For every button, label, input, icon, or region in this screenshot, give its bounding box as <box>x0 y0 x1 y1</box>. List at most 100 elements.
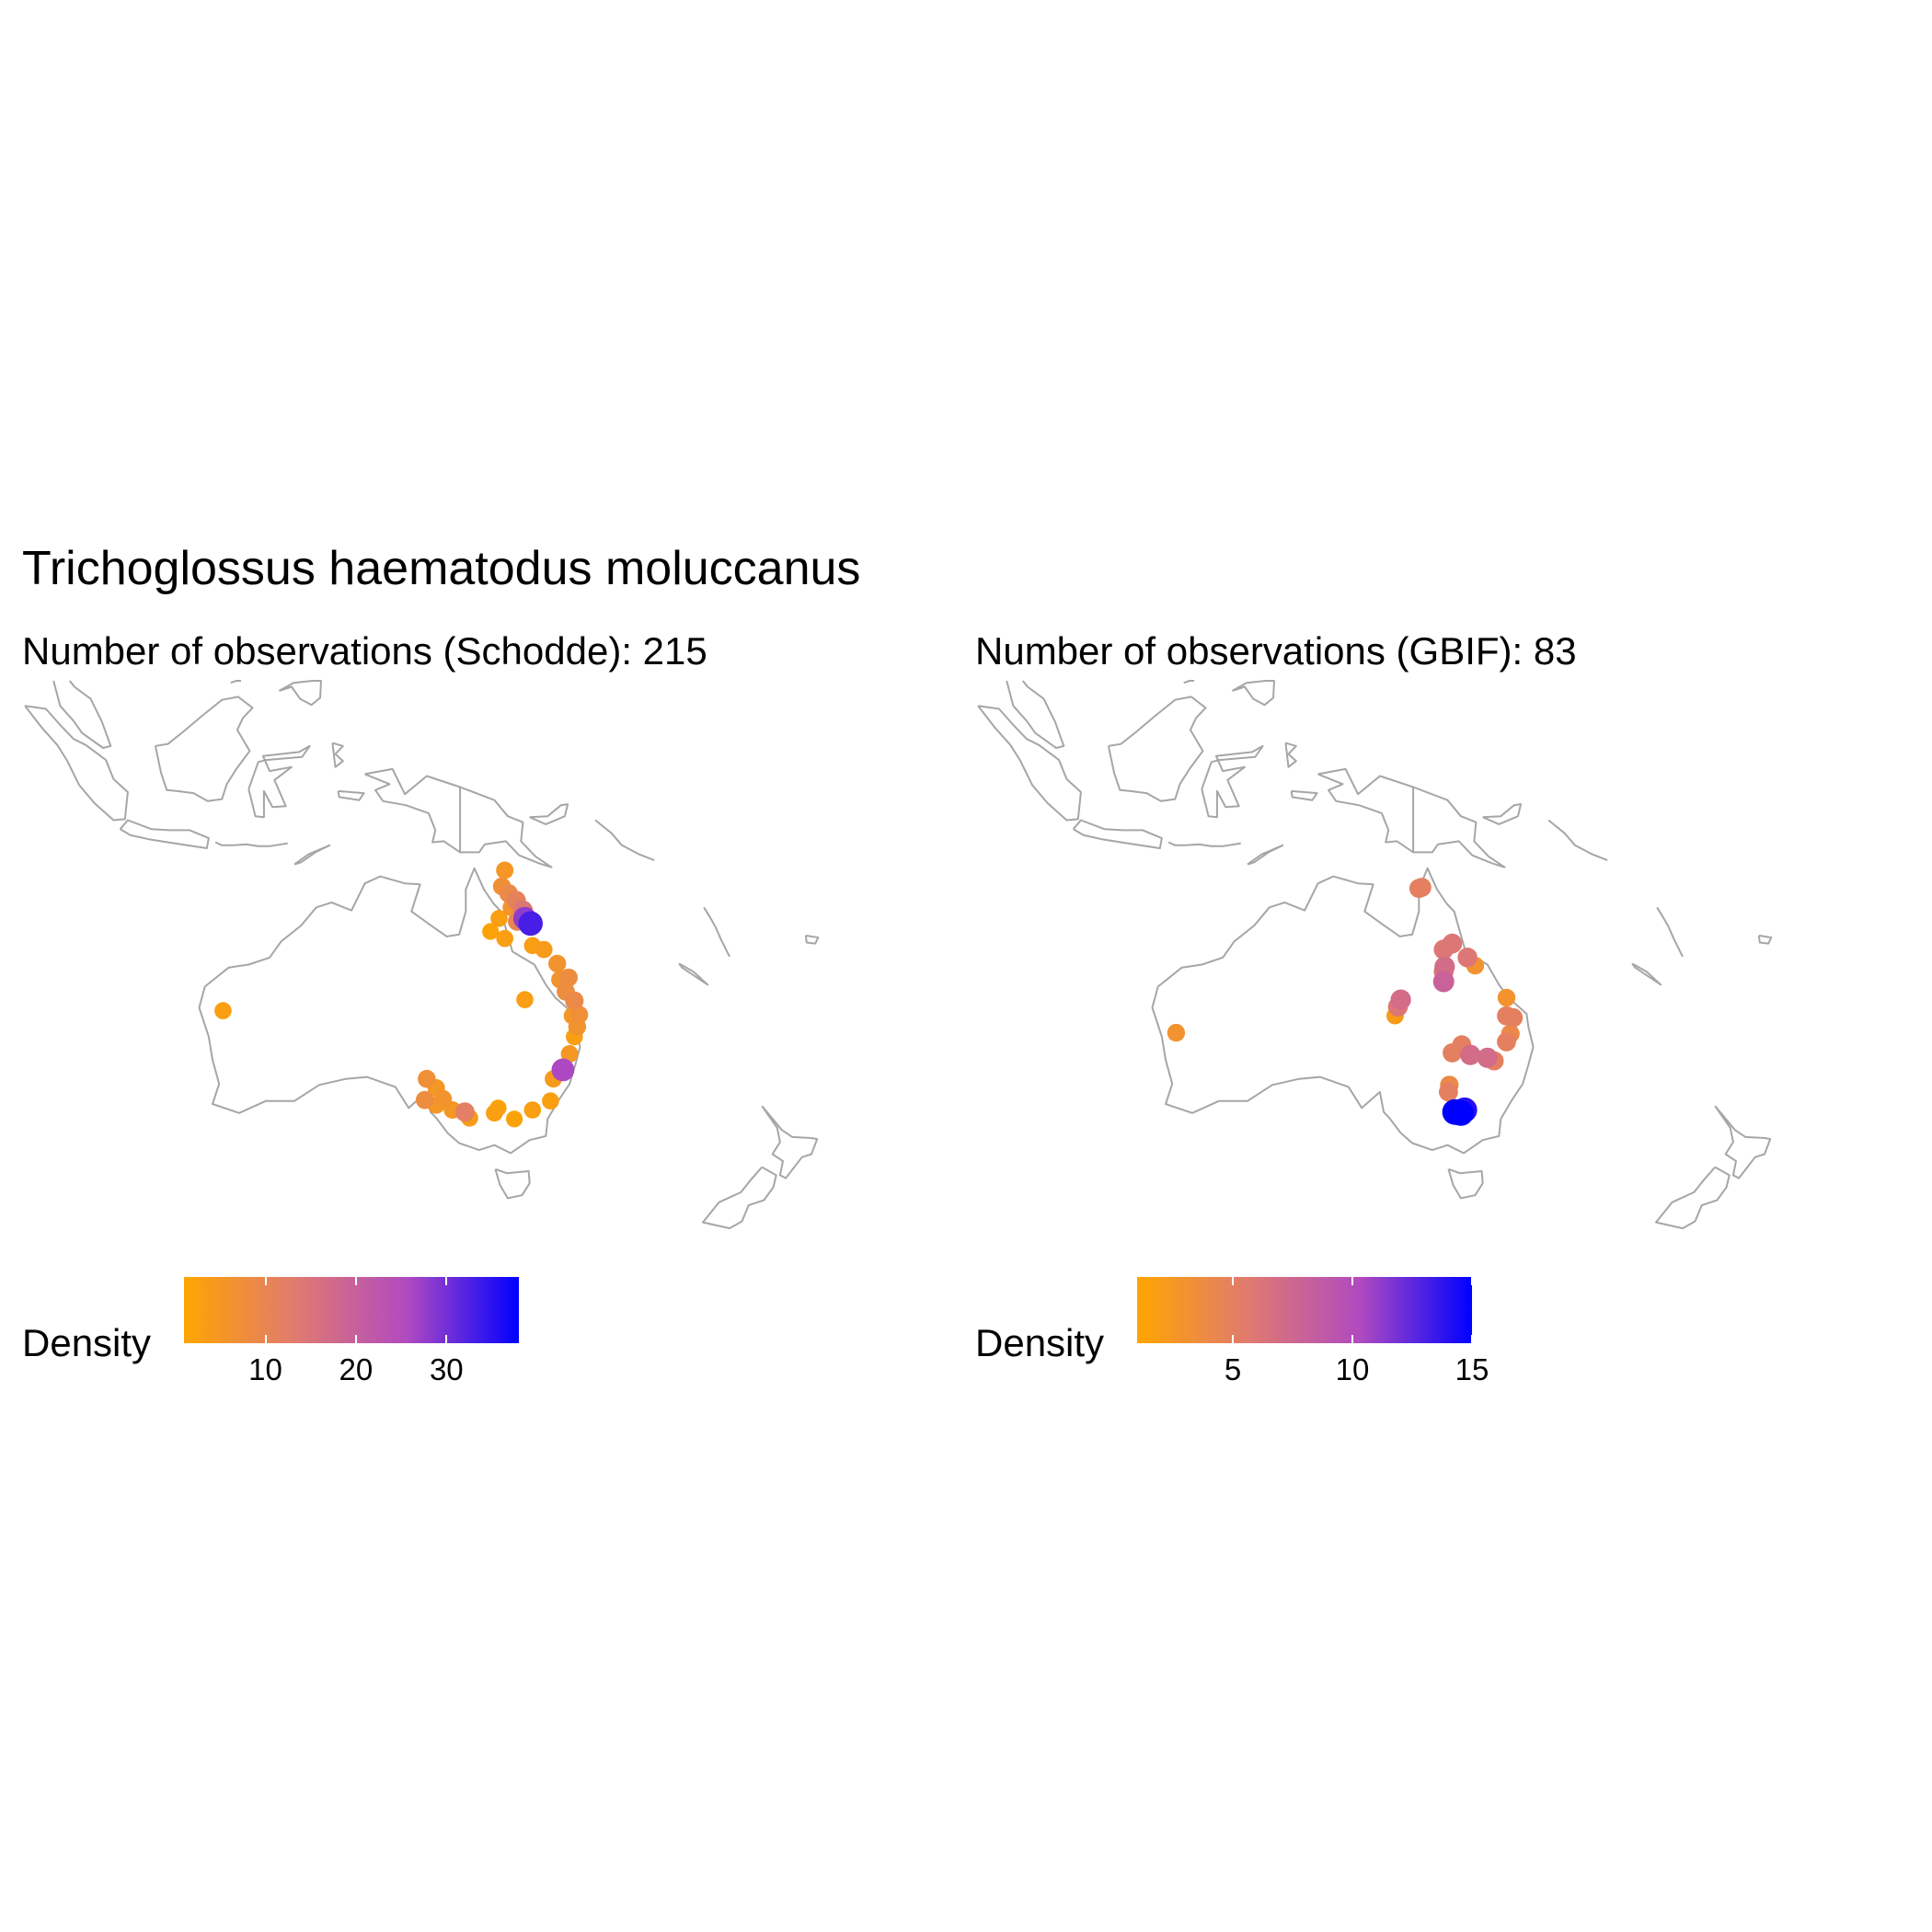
legend-tick-label: 30 <box>429 1352 464 1386</box>
coastline <box>977 705 1082 822</box>
coastline <box>1072 819 1163 849</box>
coastline <box>119 819 210 849</box>
coastline <box>364 767 553 868</box>
observation-point <box>569 1006 589 1024</box>
legend-tick-mark <box>354 1335 357 1343</box>
coastlines <box>24 680 820 1230</box>
coastline <box>804 934 820 945</box>
coastline <box>529 803 569 825</box>
legend-title: Density <box>22 1321 152 1364</box>
observation-point <box>1390 989 1411 1010</box>
legend-tick-label: 5 <box>1224 1352 1242 1386</box>
coastline <box>1006 680 1065 749</box>
coastlines <box>977 680 1773 1230</box>
coastline <box>1447 1167 1484 1200</box>
observation-point <box>482 923 500 940</box>
legend-tick-label: 10 <box>1335 1352 1370 1386</box>
observation-point <box>490 910 508 927</box>
observation-point <box>454 1102 475 1122</box>
panel-subtitle: Number of observations (GBIF): 83 <box>975 629 1577 673</box>
figure-title: Trichoglossus haematodus moluccanus <box>22 542 861 595</box>
observation-point <box>518 911 543 937</box>
observation-point <box>565 991 584 1010</box>
observation-point <box>496 929 513 948</box>
coastline <box>1284 742 1297 768</box>
observation-point <box>1412 878 1432 897</box>
observation-point <box>1503 1007 1524 1028</box>
map-panel-gbif: Number of observations (GBIF): 83 Densit… <box>975 626 1858 1398</box>
observation-point <box>1457 948 1478 968</box>
coastline <box>1655 1166 1731 1230</box>
density-legend: Density 5 10 15 <box>975 1277 1803 1387</box>
legend-tick-mark <box>264 1277 267 1285</box>
legend-tick-label: 15 <box>1455 1352 1489 1386</box>
observation-point <box>433 1089 453 1109</box>
observation-point <box>1460 1044 1481 1065</box>
observation-point <box>523 1101 542 1119</box>
coastline <box>230 680 241 684</box>
coastline <box>1201 744 1264 819</box>
observation-point <box>1432 971 1455 993</box>
coastline <box>702 1166 777 1230</box>
observation-point <box>1442 933 1463 954</box>
observation-point <box>1434 956 1455 977</box>
observation-point <box>551 1058 575 1082</box>
coastline <box>761 1105 819 1179</box>
coastline <box>24 705 129 822</box>
legend-tick-mark <box>1471 1277 1473 1285</box>
legend-tick-mark <box>1232 1335 1234 1343</box>
coastline <box>1151 867 1535 1155</box>
coastline <box>214 841 288 847</box>
observation-point <box>214 1002 232 1019</box>
observation-point <box>516 991 534 1008</box>
coastline <box>154 696 254 802</box>
coastline <box>337 789 365 801</box>
observation-point <box>1497 988 1516 1007</box>
legend-tick-mark <box>1351 1335 1353 1343</box>
legend-tick-mark <box>264 1335 267 1343</box>
observation-point <box>506 1110 523 1128</box>
legend-tick-mark <box>1471 1335 1473 1343</box>
legend-tick-mark <box>445 1277 448 1285</box>
observation-point <box>542 1092 559 1110</box>
legend-tick-mark <box>354 1277 357 1285</box>
observation-point <box>496 861 514 880</box>
observation-point <box>548 954 567 973</box>
observation-point <box>1443 1043 1462 1063</box>
coastline <box>494 1167 531 1200</box>
coastline <box>1656 906 1684 958</box>
legend-tick-mark <box>1351 1277 1353 1285</box>
coastline <box>1183 680 1194 684</box>
observation-point <box>1497 1032 1516 1052</box>
observation-point <box>1447 1099 1474 1126</box>
distribution-map <box>24 680 820 1230</box>
coastline <box>52 680 112 749</box>
legend-title: Density <box>975 1321 1105 1364</box>
observation-point <box>1477 1047 1498 1068</box>
legend-tick-mark <box>1232 1277 1234 1285</box>
coastline <box>1547 819 1608 862</box>
observation-point <box>535 940 553 959</box>
coastline <box>1317 767 1506 868</box>
coastline <box>278 680 322 707</box>
legend-tick-label: 20 <box>339 1352 374 1386</box>
map-panel-schodde: Number of observations (Schodde): 215 De… <box>22 626 905 1398</box>
coastline <box>1714 1105 1772 1179</box>
observation-point <box>418 1069 436 1088</box>
coastline <box>594 819 655 862</box>
coastline <box>1247 844 1284 866</box>
coastline <box>1482 803 1523 825</box>
coastline <box>1757 934 1773 945</box>
coastline <box>331 742 344 768</box>
coastline <box>1167 841 1241 847</box>
coastline <box>247 744 311 819</box>
coastline <box>678 962 709 986</box>
coastline <box>1107 696 1207 802</box>
observation-point <box>415 1090 434 1110</box>
observation-point <box>1167 1023 1186 1042</box>
observation-point <box>559 968 578 987</box>
observation-point <box>560 1045 579 1063</box>
legend-tick-label: 10 <box>248 1352 282 1386</box>
color-scale-bar <box>1137 1277 1472 1343</box>
coastline <box>1231 680 1275 707</box>
